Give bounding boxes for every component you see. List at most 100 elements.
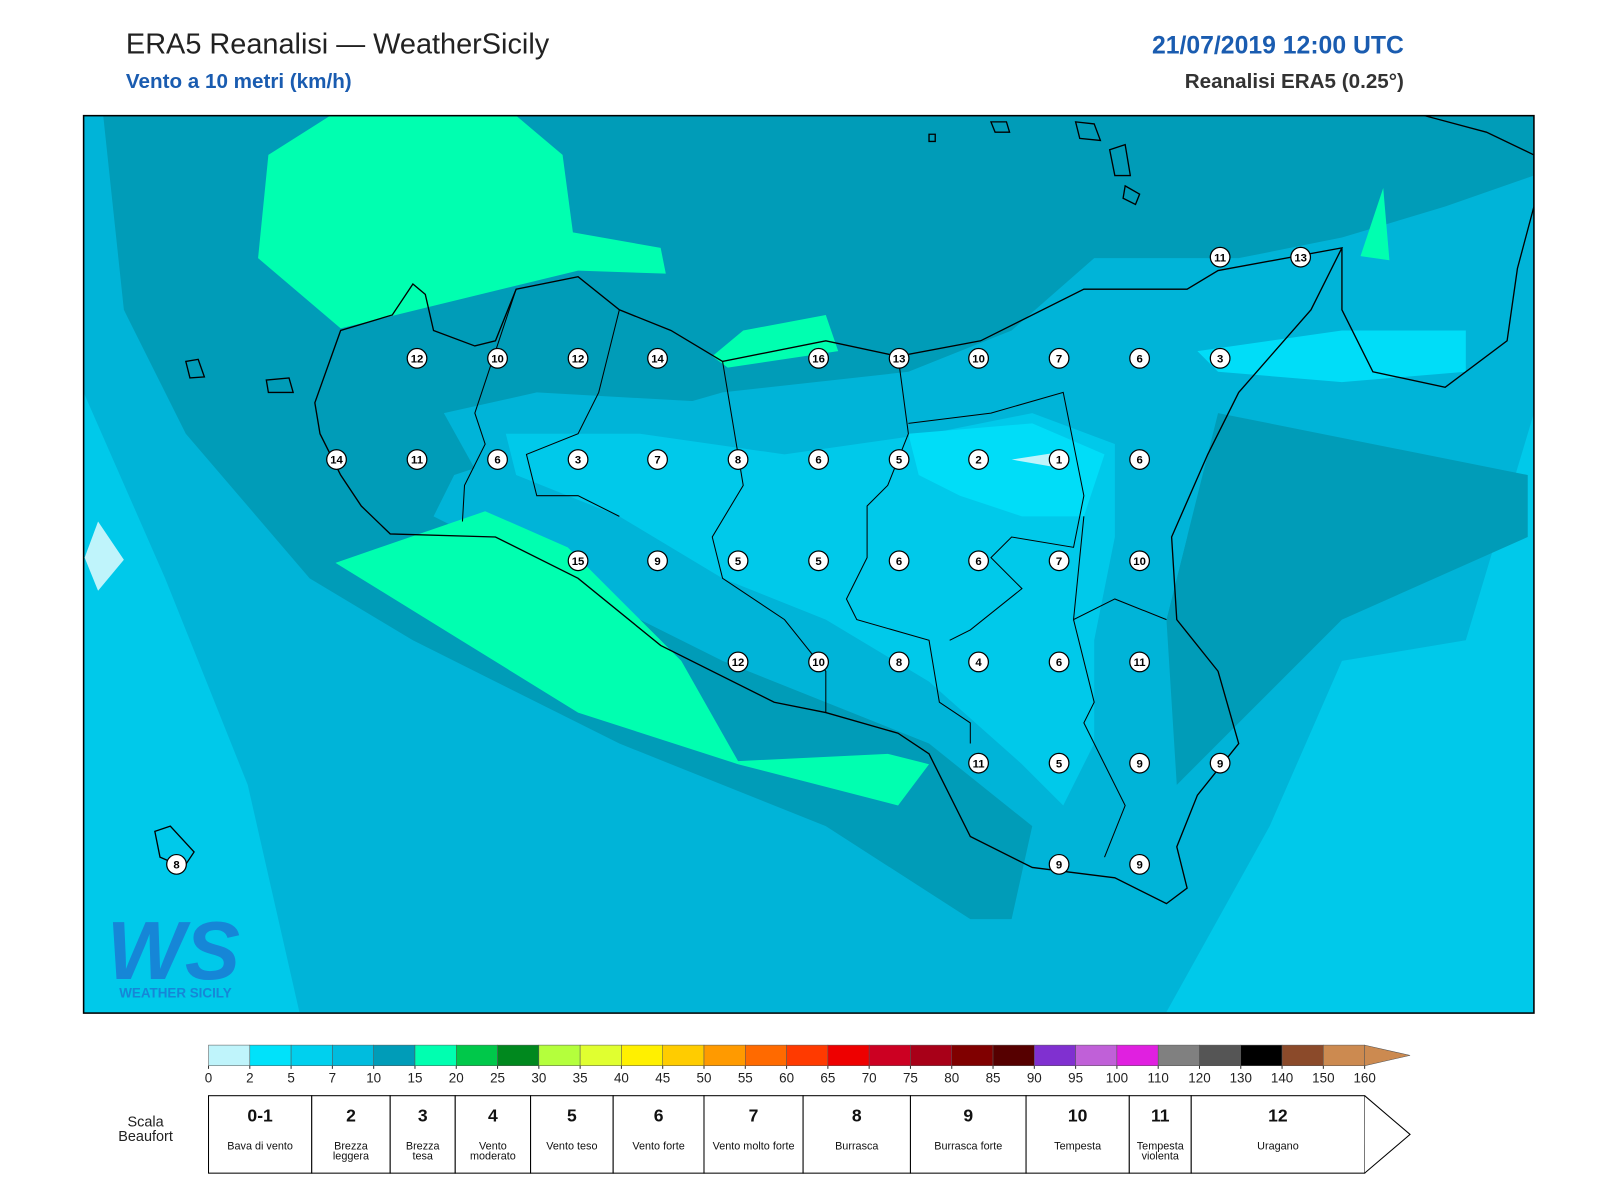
station-value: 6 [1136,455,1142,467]
colorbar-tick-label: 60 [779,1070,794,1085]
station-marker [888,550,910,572]
colorbar-segment [538,1044,581,1067]
beaufort-number: 10 [1067,1106,1088,1126]
station-marker [567,449,589,470]
beaufort-cell-content: 0-1 Bava di vento [209,1096,312,1173]
colorbar-tick-label: 110 [1148,1070,1169,1085]
field-band [335,511,930,806]
province-border [461,288,1167,858]
colorbar-tick-label: 80 [944,1070,959,1085]
field-band [712,314,839,368]
station-value: 13 [893,353,906,365]
beaufort-box [802,1095,911,1174]
station-marker [1290,246,1312,268]
station-marker [1048,449,1070,470]
station-marker [968,651,990,673]
station-marker [487,449,508,470]
station-marker [727,651,749,673]
colorbar-segment [662,1044,705,1067]
colorbar-segment [414,1044,457,1067]
station-value: 10 [1133,556,1146,568]
station-value: 6 [1136,353,1142,365]
beaufort-cell-content: 11 Tempesta violenta [1129,1096,1191,1173]
station-value: 7 [1056,353,1062,365]
station-marker [487,347,508,369]
station-marker [1209,246,1231,268]
station-value: 12 [732,657,745,669]
map-frame [82,114,1535,1014]
field-band [258,115,666,329]
beaufort-box [530,1095,614,1174]
beaufort-number: 2 [346,1106,356,1126]
beaufort-cell: 6 Vento forte [613,1096,704,1173]
colorbar-tick-label: 120 [1188,1070,1210,1085]
colorbar-tick-label: 85 [986,1070,1001,1085]
beaufort-box [208,1095,313,1174]
station-marker [647,347,668,369]
station-marker [1129,449,1151,470]
beaufort-name: Bava di vento [227,1140,293,1153]
colorbar-tick-label: 45 [655,1070,670,1085]
station-value: 8 [173,860,179,872]
beaufort-cell-content: 7 Vento molto forte [704,1096,803,1173]
colorbar-tick-label: 40 [614,1070,629,1085]
station-marker [968,752,990,774]
colorbar-segment [1157,1044,1200,1067]
station-value: 1 [1056,455,1062,467]
station-value: 9 [1217,758,1223,770]
colorbar-tick-label: 150 [1312,1070,1334,1085]
station-marker [406,347,428,369]
colorbar-segment [868,1044,911,1067]
colorbar-tick-label: 50 [697,1070,712,1085]
station-value: 3 [575,455,581,467]
subtitle: Vento a 10 metri (km/h) [126,70,352,93]
beaufort-cell-content: 5 Vento teso [531,1096,614,1173]
beaufort-label-box: Scala Beaufort [118,1114,173,1143]
station-value: 7 [1056,556,1062,568]
station-marker [1129,550,1151,572]
colorbar-arrow [1364,1044,1411,1067]
beaufort-box [454,1095,532,1174]
colorbar-segment [208,1044,251,1067]
beaufort-number: 8 [851,1106,862,1126]
station-marker [1129,347,1151,369]
colorbar: 0 2 5 7 10 15 20 25 30 35 40 45 50 55 60 65 70 75 80 85 90 95… [205,1044,1411,1085]
station-marker [1048,651,1070,673]
station-marker [647,449,668,470]
beaufort-number: 3 [417,1106,428,1126]
beaufort-name: Tempesta violenta [1136,1140,1184,1163]
colorbar-segment [249,1044,292,1067]
colorbar-tick-label: 100 [1106,1070,1128,1085]
beaufort-cell-content: 6 Vento forte [613,1096,704,1173]
station-value: 11 [411,455,423,467]
station-value: 2 [975,455,981,467]
beaufort-cell: 7 Vento molto forte [704,1096,803,1173]
beaufort-cell: 9 Burrasca forte [934,1106,1002,1152]
station-marker [968,550,990,572]
station-marker [968,449,990,470]
colorbar-tick-label: 20 [449,1070,464,1085]
beaufort-box [311,1095,391,1174]
station-marker [406,449,428,470]
colorbar-segment [1075,1044,1118,1067]
beaufort-arrow [1364,1095,1411,1174]
beaufort-box [1025,1095,1130,1174]
station-value: 13 [1294,252,1307,264]
field-band [1197,330,1466,383]
station-marker [647,550,668,572]
colorbar-segment [951,1044,994,1067]
field-band [1011,452,1059,467]
beaufort-box [1128,1095,1192,1174]
station-value: 14 [651,353,664,365]
station-marker [808,347,830,369]
station-marker [1048,347,1070,369]
station-value: 6 [815,455,821,467]
colorbar-segment [1199,1044,1242,1067]
station-value: 12 [572,353,585,365]
beaufort-number: 6 [653,1106,664,1126]
colorbar-tick-label: 140 [1271,1070,1293,1085]
colorbar-tick-label: 25 [490,1070,505,1085]
